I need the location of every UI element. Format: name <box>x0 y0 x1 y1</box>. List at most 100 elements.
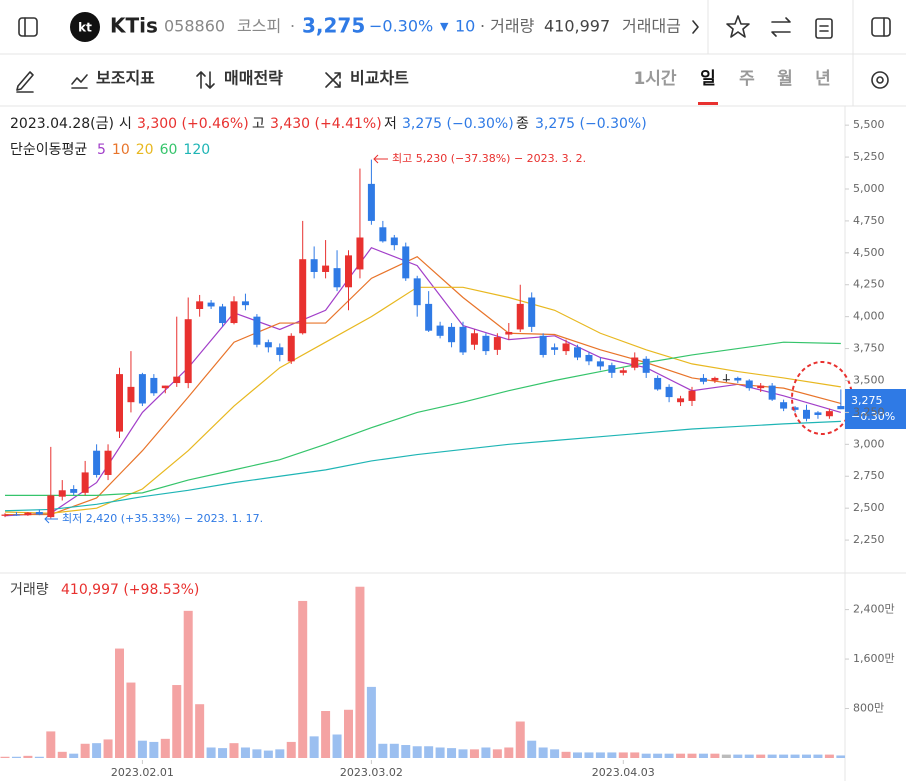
volume-bar <box>332 734 342 758</box>
tool-button[interactable]: 보조지표 <box>96 69 155 88</box>
volume-bar <box>11 756 21 758</box>
candle-body <box>768 385 776 400</box>
volume-tick-label: 2,400만 <box>853 603 895 616</box>
y-tick-label: 3,250 <box>853 405 885 418</box>
panel-toggle[interactable] <box>871 17 891 37</box>
candle-body <box>390 237 398 246</box>
candle-body <box>196 301 204 309</box>
volume-bar <box>378 743 388 758</box>
candle-body <box>241 301 249 306</box>
candle-body <box>81 472 89 493</box>
tool-button[interactable]: 비교차트 <box>350 69 409 88</box>
ma-line <box>4 420 841 512</box>
more-chevron[interactable] <box>692 20 699 34</box>
candle-body <box>1 514 9 516</box>
candle-body <box>287 335 295 362</box>
candle-body <box>138 374 146 404</box>
candle-body <box>493 337 501 350</box>
volume-bar <box>836 755 845 758</box>
candle-body <box>470 333 478 345</box>
volume-bar <box>607 752 617 758</box>
volume-bar <box>344 709 353 758</box>
volume-bar <box>218 748 228 758</box>
period-tab[interactable]: 월 <box>777 69 793 89</box>
volume-bar <box>263 750 273 758</box>
candle-body <box>379 227 387 242</box>
candle-body <box>345 255 352 288</box>
volume-bar <box>469 749 479 758</box>
volume-bar <box>664 753 674 758</box>
settings-icon[interactable] <box>871 71 889 89</box>
y-tick-label: 2,250 <box>853 533 885 546</box>
tool-button[interactable]: 매매전략 <box>224 69 283 88</box>
volume-bar <box>126 682 136 758</box>
volume-bar <box>366 686 376 758</box>
candle-body <box>12 514 20 516</box>
candle-body <box>58 490 66 497</box>
volume-bar <box>458 749 468 758</box>
candle-body <box>551 347 559 350</box>
candle-body <box>528 297 536 327</box>
candle-body <box>276 347 284 355</box>
volume: 410,997 <box>544 17 610 36</box>
candle-body <box>367 183 375 221</box>
candle-body <box>711 377 719 381</box>
volume-bar <box>813 754 823 758</box>
volume-summary: 410,997 (+98.53%) <box>61 582 199 598</box>
candle-body <box>116 374 123 432</box>
volume-bar <box>584 752 594 758</box>
volume-bar <box>286 741 296 758</box>
info-open: 3,300 (+0.46%) <box>137 116 249 132</box>
y-tick-label: 4,000 <box>853 310 885 323</box>
plot <box>0 159 845 758</box>
candle-body <box>642 358 650 373</box>
candle-body <box>734 377 742 381</box>
candle-body <box>161 385 169 389</box>
volume-label: · 거래량 <box>480 17 535 36</box>
price-tag-price: 3,275 <box>851 394 883 407</box>
info-label: 시 <box>119 116 132 132</box>
volume-bar <box>744 754 754 758</box>
period-tab-active[interactable]: 일 <box>700 69 716 89</box>
volume-bar <box>698 753 708 758</box>
change: 10 <box>455 17 475 36</box>
y-tick-label: 3,750 <box>853 342 885 355</box>
candle-body <box>757 385 765 389</box>
candle-body <box>596 361 604 367</box>
volume-bar <box>641 753 651 758</box>
volume-bar <box>710 753 720 758</box>
ma-legend-entry: 120 <box>183 142 210 158</box>
logo-text: kt <box>78 21 92 35</box>
volume-bar <box>115 648 124 758</box>
period-tab[interactable]: 주 <box>739 69 755 89</box>
draw-icon[interactable] <box>16 71 34 93</box>
candle-body <box>253 316 261 345</box>
volume-bar <box>401 745 411 758</box>
volume-bar <box>229 743 239 758</box>
candle-body <box>47 495 55 518</box>
volume-bar <box>630 752 640 758</box>
active-underline <box>698 102 718 105</box>
volume-bar <box>309 736 319 758</box>
candle-body <box>70 489 78 493</box>
favorite-icon[interactable] <box>726 15 750 38</box>
ma-legend-entry: 60 <box>160 142 178 158</box>
swap-icon[interactable] <box>771 17 791 37</box>
volume-bar <box>240 747 250 758</box>
candle-body <box>665 386 673 398</box>
candle-body <box>585 354 593 362</box>
period-tab[interactable]: 1시간 <box>633 69 676 89</box>
candle-body <box>35 511 43 515</box>
volume-bar <box>618 752 628 758</box>
memo-icon[interactable] <box>815 18 833 39</box>
candle-body <box>299 259 307 334</box>
change-pct: −0.30% <box>369 17 433 36</box>
period-tab[interactable]: 년 <box>815 69 831 89</box>
sidebar-toggle[interactable] <box>18 17 38 37</box>
candle-body <box>745 380 753 389</box>
market: 코스피 <box>237 17 281 36</box>
min-annotation: 최저 2,420 (+35.33%) − 2023. 1. 17. <box>62 512 263 525</box>
volume-bar <box>23 755 33 758</box>
volume-bar <box>355 586 365 758</box>
candle-body <box>207 302 215 307</box>
